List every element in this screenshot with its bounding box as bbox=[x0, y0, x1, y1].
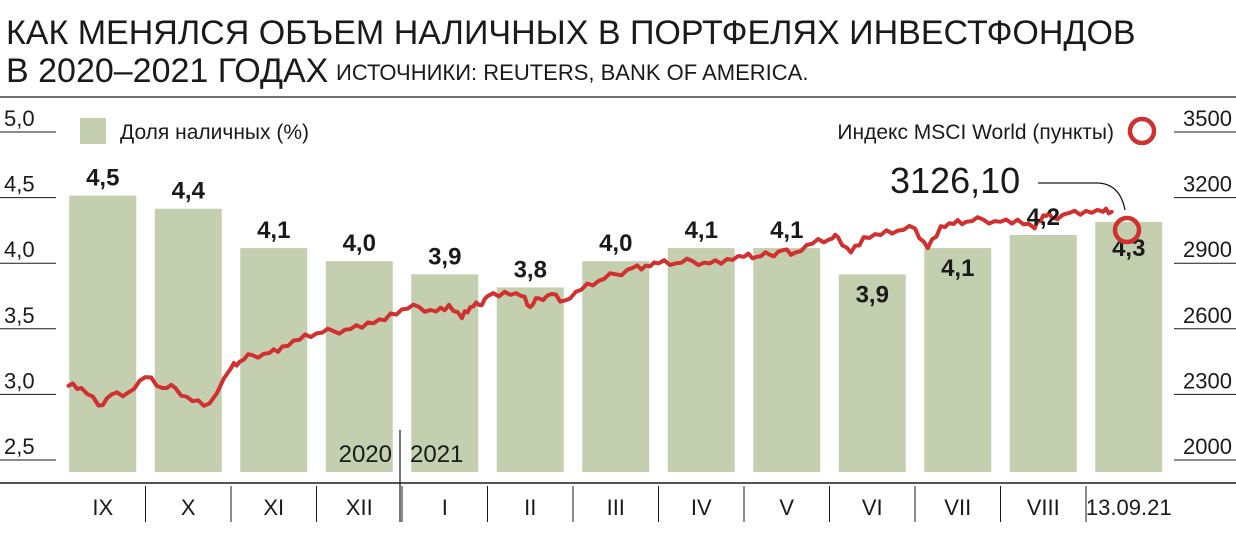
bar bbox=[154, 208, 222, 472]
bar-value-label: 4,1 bbox=[685, 217, 718, 244]
left-tick-label: 4,0 bbox=[4, 237, 35, 262]
bar-value-labels: 4,5 4,44,1 4,0 3,9 3,84,0 4,1 4,13,94,14,24,3 bbox=[86, 165, 1145, 309]
bar-value-label: 4,1 bbox=[770, 217, 803, 244]
callout-label: 3126,10 bbox=[890, 160, 1020, 201]
msci-line-group bbox=[66, 206, 1114, 408]
bar bbox=[1095, 221, 1163, 472]
msci-line bbox=[66, 206, 1114, 408]
x-tick-label: VI bbox=[862, 495, 883, 520]
bar-value-label: 3,8 bbox=[514, 256, 547, 283]
left-axis: 5,0 4,5 4,0 3,5 3,0 2,5 bbox=[0, 106, 56, 461]
x-tick-label: 13.09.21 bbox=[1086, 495, 1172, 520]
right-axis: 3500 3200 2900 2600 2300 2000 bbox=[1174, 106, 1236, 461]
x-axis-labels: IX X XI XII I II III IV V VI VII VIII 13.09.21 bbox=[92, 486, 1172, 522]
x-tick-label: III bbox=[607, 495, 625, 520]
x-tick-label: XI bbox=[263, 495, 284, 520]
x-tick-label: VIII bbox=[1027, 495, 1060, 520]
bar-value-label: 4,0 bbox=[343, 230, 376, 257]
bar bbox=[924, 248, 992, 472]
legend-line-label: Индекс MSCI World (пункты) bbox=[837, 121, 1114, 144]
legend-bar-label: Доля наличных (%) bbox=[120, 121, 309, 144]
left-tick-label: 5,0 bbox=[4, 106, 35, 131]
x-tick-label: II bbox=[524, 495, 536, 520]
bar bbox=[1009, 234, 1077, 472]
chart-title-line2: В 2020–2021 ГОДАХ bbox=[6, 52, 328, 90]
callout-leader bbox=[1038, 182, 1126, 211]
x-tick-label: VII bbox=[944, 495, 971, 520]
chart-title-line1: КАК МЕНЯЛСЯ ОБЪЕМ НАЛИЧНЫХ В ПОРТФЕЛЯХ И… bbox=[6, 14, 1136, 52]
bar-value-label: 4,4 bbox=[172, 178, 206, 205]
left-tick-label: 2,5 bbox=[4, 434, 35, 459]
bar bbox=[582, 261, 650, 472]
year-label-2021: 2021 bbox=[410, 441, 463, 468]
bar bbox=[325, 261, 393, 472]
legend-line-swatch bbox=[1127, 116, 1157, 146]
x-tick-label: I bbox=[442, 495, 448, 520]
x-tick-label: X bbox=[181, 495, 196, 520]
legend-bar-swatch bbox=[80, 118, 106, 144]
left-tick-label: 3,5 bbox=[4, 303, 35, 328]
left-tick-label: 3,0 bbox=[4, 368, 35, 393]
bars-group bbox=[69, 195, 1163, 472]
bar bbox=[753, 248, 821, 472]
right-tick-label: 2900 bbox=[1183, 237, 1232, 262]
right-tick-label: 2000 bbox=[1183, 434, 1232, 459]
year-labels: 2020 2021 bbox=[339, 430, 463, 522]
bar-value-label: 4,5 bbox=[86, 165, 119, 192]
year-label-2020: 2020 bbox=[339, 441, 392, 468]
bar-value-label: 4,1 bbox=[257, 217, 290, 244]
left-tick-label: 4,5 bbox=[4, 172, 35, 197]
bar bbox=[69, 195, 137, 472]
bar bbox=[496, 287, 564, 472]
bar bbox=[667, 248, 735, 472]
bar bbox=[838, 274, 906, 472]
x-tick-label: V bbox=[779, 495, 794, 520]
x-tick-label: XII bbox=[346, 495, 373, 520]
bar-value-label: 3,9 bbox=[428, 243, 461, 270]
bar bbox=[240, 248, 308, 472]
bar-value-label: 4,1 bbox=[941, 255, 974, 282]
bar-value-label: 4,0 bbox=[599, 230, 632, 257]
x-tick-label: IV bbox=[691, 495, 712, 520]
x-tick-label: IX bbox=[92, 495, 113, 520]
callout-marker bbox=[1112, 215, 1142, 245]
bar-value-label: 4,2 bbox=[1027, 204, 1060, 231]
right-tick-label: 3500 bbox=[1183, 106, 1232, 131]
right-tick-label: 2600 bbox=[1183, 303, 1232, 328]
chart-source: ИСТОЧНИКИ: REUTERS, BANK OF AMERICA. bbox=[336, 60, 808, 85]
bar-value-label: 3,9 bbox=[856, 281, 889, 308]
right-tick-label: 3200 bbox=[1183, 172, 1232, 197]
right-tick-label: 2300 bbox=[1183, 368, 1232, 393]
